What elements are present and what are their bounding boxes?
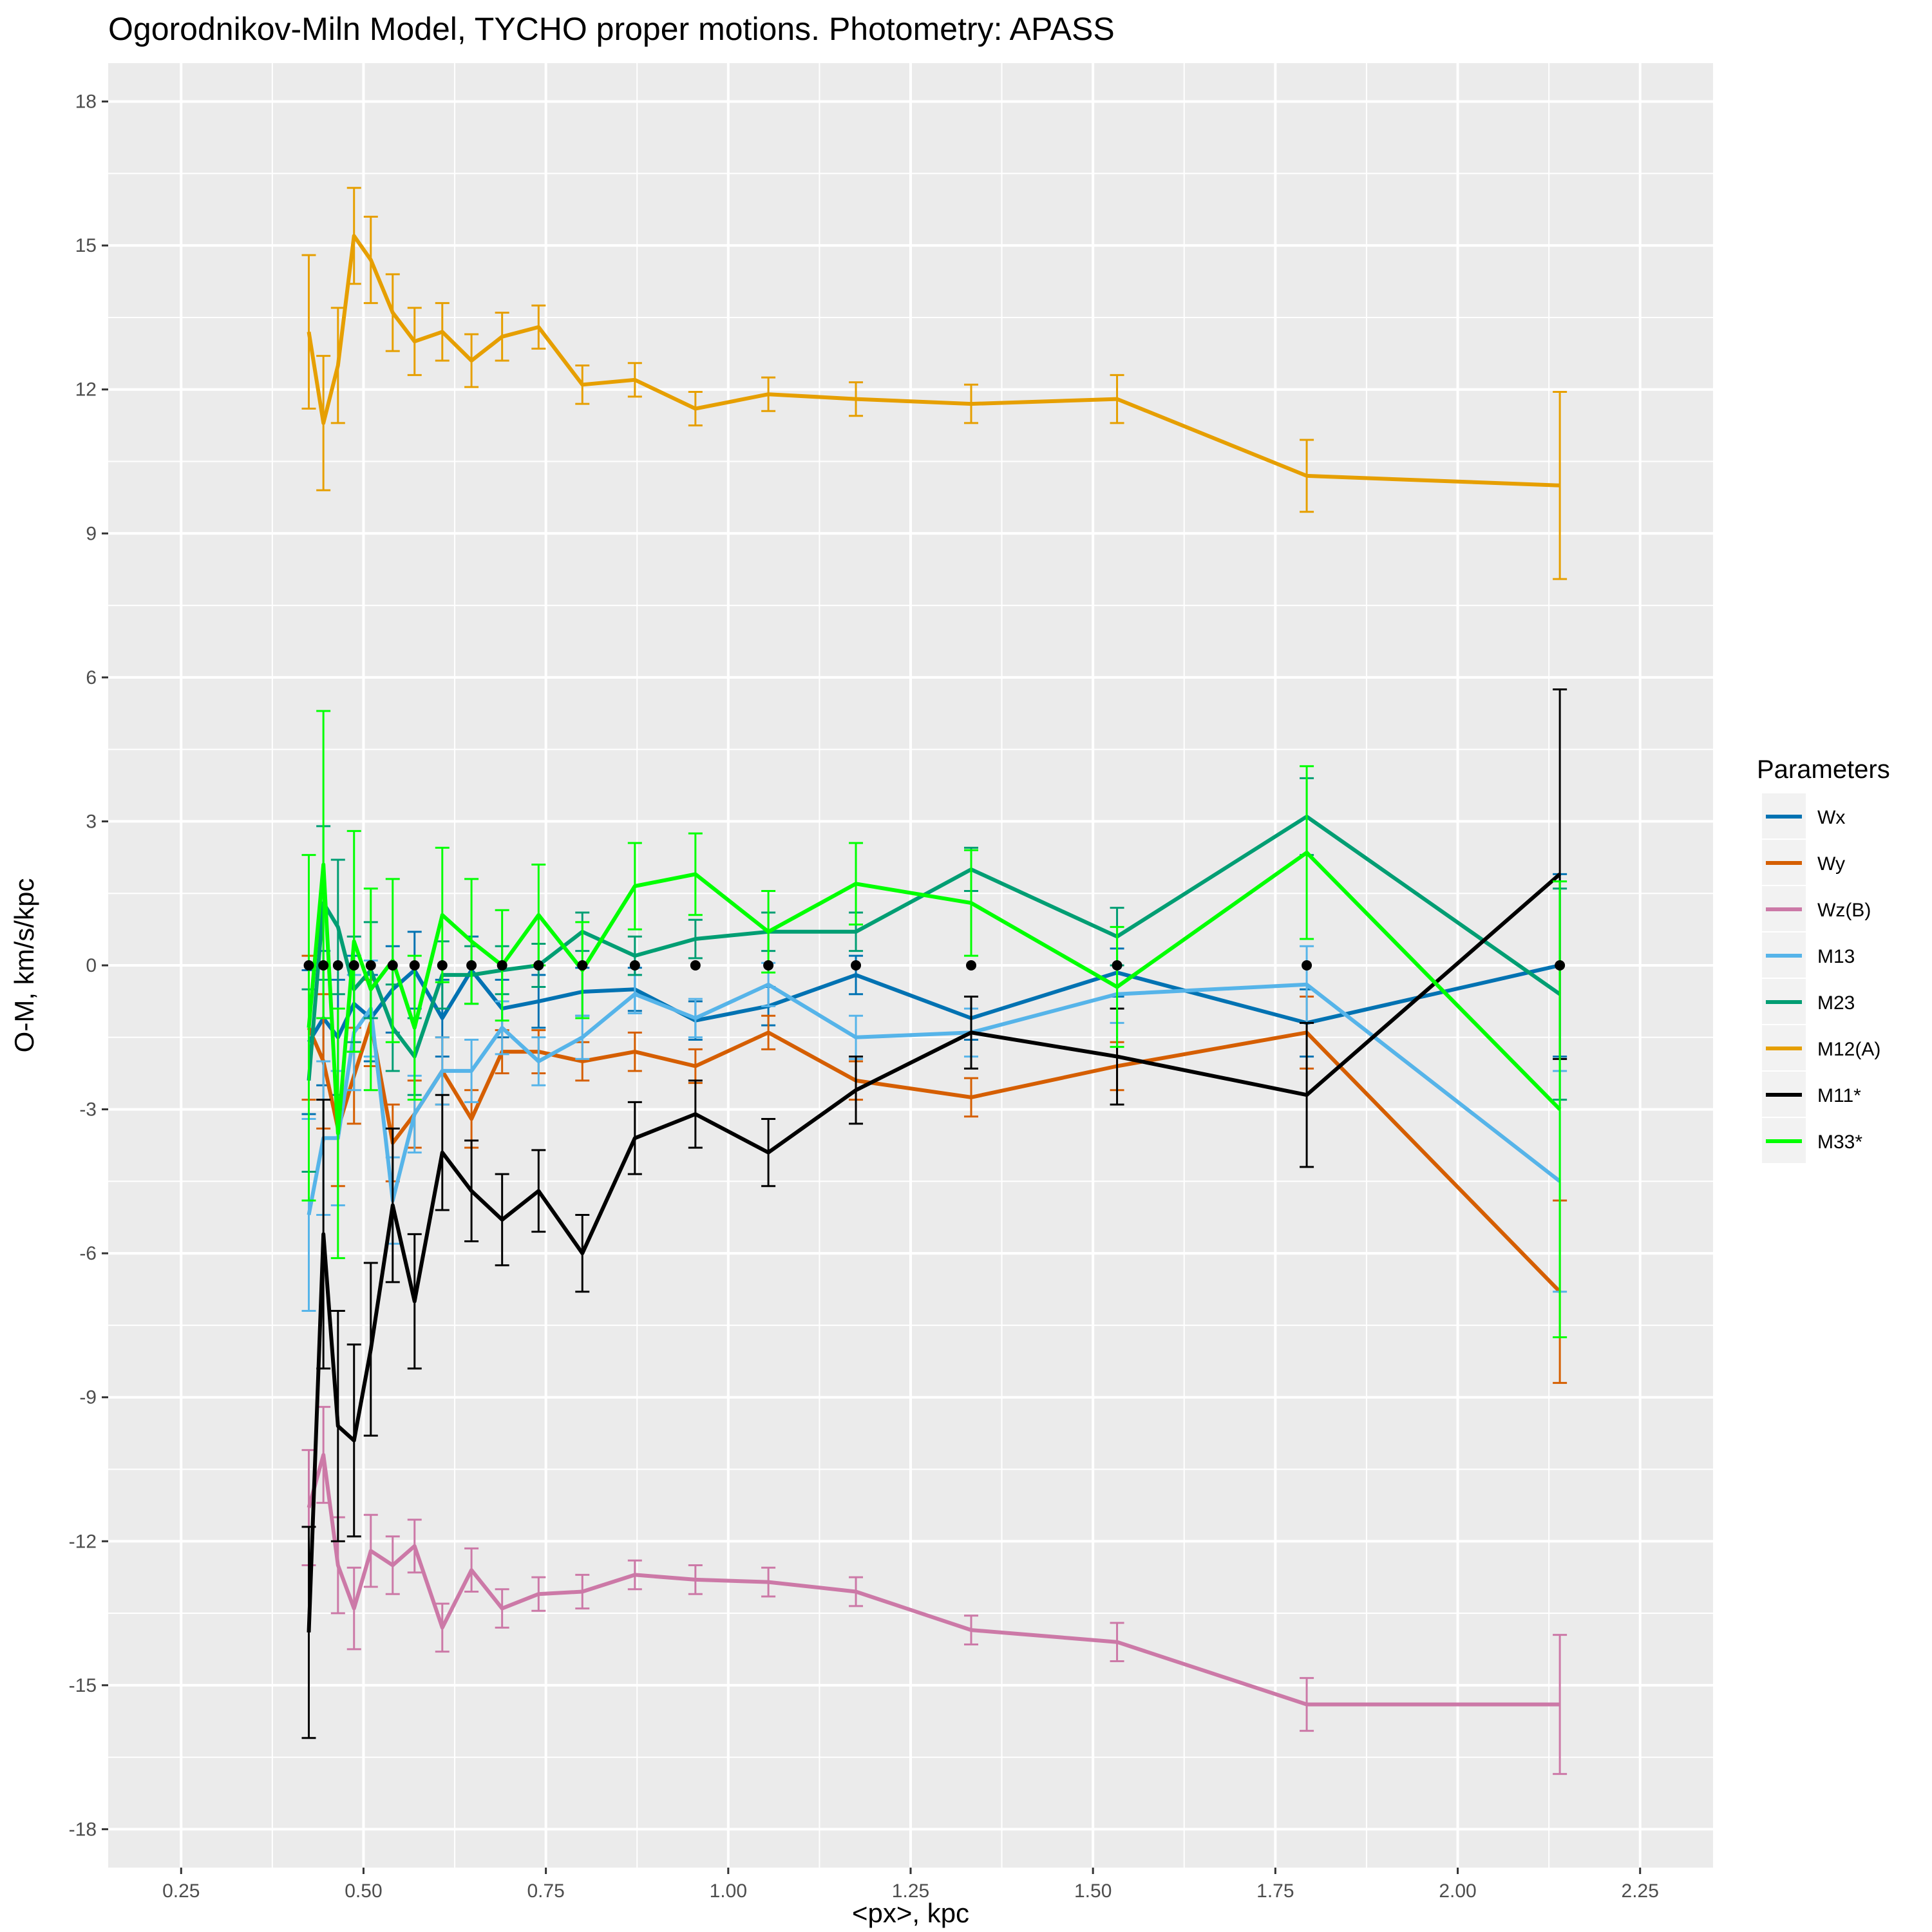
y-tick-label: -9 — [79, 1387, 97, 1408]
y-tick-label: -15 — [69, 1675, 97, 1696]
x-tick-label: 2.00 — [1439, 1880, 1476, 1902]
legend-title: Parameters — [1757, 755, 1890, 784]
y-tick-label: 0 — [86, 955, 97, 976]
zero-point — [629, 960, 640, 971]
error-bar — [1553, 390, 1567, 580]
y-tick-label: 3 — [86, 811, 97, 832]
zero-point — [533, 960, 544, 971]
series-m33- — [301, 710, 1567, 1339]
zero-point — [387, 960, 398, 971]
series-line — [307, 963, 1560, 1043]
legend-item: M13 — [1762, 933, 1855, 978]
legend-items: Wx Wy Wz(B) M13 M23 M12(A) M11* M33* — [1762, 793, 1880, 1163]
zero-point — [763, 960, 774, 971]
zero-point — [1112, 960, 1122, 971]
legend-label: M33* — [1817, 1132, 1862, 1153]
series-line — [307, 234, 1560, 488]
legend-label: M23 — [1817, 992, 1855, 1014]
legend-label: M13 — [1817, 946, 1855, 967]
legend-label: Wx — [1817, 807, 1845, 828]
legend-item: Wy — [1762, 840, 1845, 885]
zero-point — [365, 960, 376, 971]
zero-point — [318, 960, 329, 971]
y-axis-label: O-M, km/s/kpc — [9, 878, 39, 1053]
error-bar — [1553, 1634, 1567, 1776]
zero-point — [332, 960, 343, 971]
zero-point — [409, 960, 420, 971]
x-tick-label: 0.75 — [527, 1880, 564, 1902]
zero-point — [851, 960, 862, 971]
y-axis: -18 -15 -12 -9 -6 -3 0 3 6 9 12 15 18 — [69, 91, 108, 1840]
y-tick-label: -6 — [79, 1243, 97, 1264]
zero-point — [348, 960, 359, 971]
series-line — [307, 1021, 1562, 1293]
y-tick-label: 9 — [86, 523, 97, 544]
legend-item: M12(A) — [1762, 1025, 1880, 1070]
chart-title: Ogorodnikov-Miln Model, TYCHO proper mot… — [108, 11, 1115, 47]
x-axis-label: <px>, kpc — [852, 1898, 969, 1928]
x-tick-label: 1.50 — [1074, 1880, 1112, 1902]
y-tick-label: 6 — [86, 667, 97, 688]
zero-point — [497, 960, 507, 971]
series-line — [307, 850, 1562, 1135]
zero-point — [1302, 960, 1312, 971]
y-tick-label: -18 — [69, 1819, 97, 1840]
series-line — [307, 1453, 1560, 1707]
y-tick-label: 12 — [75, 379, 97, 401]
zero-point — [1555, 960, 1566, 971]
legend-item: Wz(B) — [1762, 886, 1871, 931]
y-tick-label: 15 — [75, 235, 97, 256]
x-tick-label: 0.25 — [162, 1880, 200, 1902]
series-line — [307, 873, 1562, 1633]
legend-label: Wz(B) — [1817, 900, 1871, 921]
legend-label: Wy — [1817, 853, 1845, 875]
series-m12-a- — [301, 187, 1567, 580]
legend-label: M12(A) — [1817, 1039, 1880, 1060]
x-tick-label: 1.75 — [1256, 1880, 1294, 1902]
x-tick-label: 1.00 — [710, 1880, 747, 1902]
y-tick-label: 18 — [75, 91, 97, 113]
x-axis: 0.25 0.50 0.75 1.00 1.25 1.50 1.75 2.00 2.25 — [162, 1868, 1659, 1902]
series-layer — [301, 187, 1567, 1776]
zero-point — [966, 960, 977, 971]
series-line — [307, 982, 1561, 1216]
zero-point — [303, 960, 314, 971]
zero-point — [466, 960, 477, 971]
zero-points — [303, 960, 1566, 971]
legend-item: M11* — [1762, 1072, 1861, 1117]
y-tick-label: -3 — [79, 1099, 97, 1121]
legend-label: M11* — [1817, 1085, 1861, 1106]
legend: Parameters Wx Wy Wz(B) M13 M23 M12(A) M11* M33* — [1757, 755, 1890, 1163]
zero-point — [690, 960, 701, 971]
y-tick-label: -12 — [69, 1531, 97, 1552]
legend-item: M23 — [1762, 979, 1855, 1024]
x-tick-label: 2.25 — [1622, 1880, 1659, 1902]
x-tick-label: 0.50 — [345, 1880, 382, 1902]
zero-point — [577, 960, 588, 971]
series-wz-b- — [301, 1406, 1567, 1776]
legend-item: Wx — [1762, 793, 1845, 838]
legend-item: M33* — [1762, 1118, 1862, 1163]
series-m11- — [301, 688, 1567, 1739]
zero-point — [437, 960, 448, 971]
x-tick-label: 1.25 — [892, 1880, 929, 1902]
series-line — [307, 815, 1561, 1081]
